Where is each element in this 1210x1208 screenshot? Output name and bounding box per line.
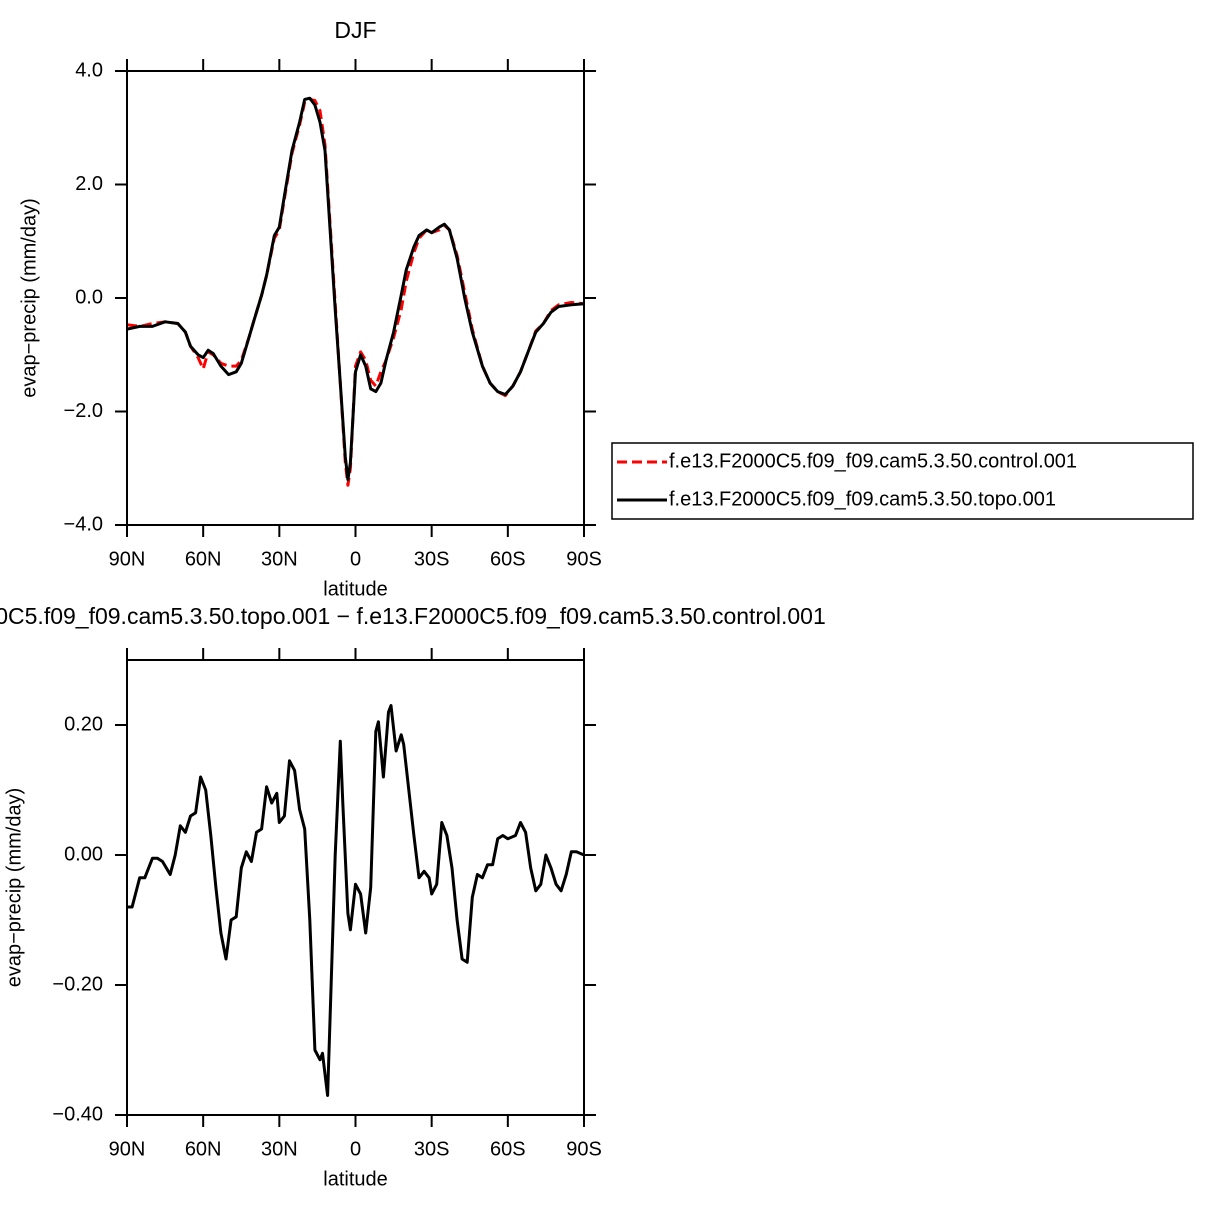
x-tick-label: 90N bbox=[109, 1138, 146, 1160]
y-tick-label: −4.0 bbox=[64, 513, 103, 535]
y-tick-label: 0.00 bbox=[64, 843, 103, 865]
x-tick-label: 90S bbox=[566, 548, 602, 570]
y-tick-label: 4.0 bbox=[75, 59, 103, 81]
legend-label: f.e13.F2000C5.f09_f09.cam5.3.50.topo.001 bbox=[669, 488, 1056, 510]
y-axis-label: evap−precip (mm/day) bbox=[18, 198, 40, 398]
x-tick-label: 0 bbox=[350, 1138, 361, 1160]
x-tick-label: 30N bbox=[261, 1138, 298, 1160]
series-line bbox=[126, 97, 585, 487]
x-tick-label: 60S bbox=[490, 548, 526, 570]
y-axis-label: evap−precip (mm/day) bbox=[3, 788, 25, 988]
x-tick-label: 90S bbox=[566, 1138, 602, 1160]
y-tick-label: −2.0 bbox=[64, 400, 103, 422]
series-line bbox=[126, 96, 585, 482]
plot-frame bbox=[126, 659, 585, 1116]
y-tick-label: −0.20 bbox=[52, 973, 103, 995]
y-tick-label: −0.40 bbox=[52, 1103, 103, 1125]
chart-title: f.e13.F2000C5.f09_f09.cam5.3.50.topo.001… bbox=[0, 603, 826, 629]
series-line bbox=[127, 704, 585, 1097]
x-tick-label: 90N bbox=[109, 548, 146, 570]
x-tick-label: 30S bbox=[414, 548, 450, 570]
legend-box bbox=[611, 442, 1194, 520]
y-tick-label: 0.0 bbox=[75, 286, 103, 308]
x-tick-label: 60S bbox=[490, 1138, 526, 1160]
x-axis-label: latitude bbox=[323, 578, 388, 600]
y-tick-label: 0.20 bbox=[64, 713, 103, 735]
x-tick-label: 0 bbox=[350, 548, 361, 570]
y-tick-label: 2.0 bbox=[75, 173, 103, 195]
x-tick-label: 60N bbox=[185, 1138, 222, 1160]
x-tick-label: 30S bbox=[414, 1138, 450, 1160]
x-tick-label: 30N bbox=[261, 548, 298, 570]
plot-frame bbox=[126, 70, 585, 526]
x-axis-label: latitude bbox=[323, 1168, 388, 1190]
legend-label: f.e13.F2000C5.f09_f09.cam5.3.50.control.… bbox=[669, 450, 1077, 472]
x-tick-label: 60N bbox=[185, 548, 222, 570]
chart-title: DJF bbox=[334, 17, 376, 43]
